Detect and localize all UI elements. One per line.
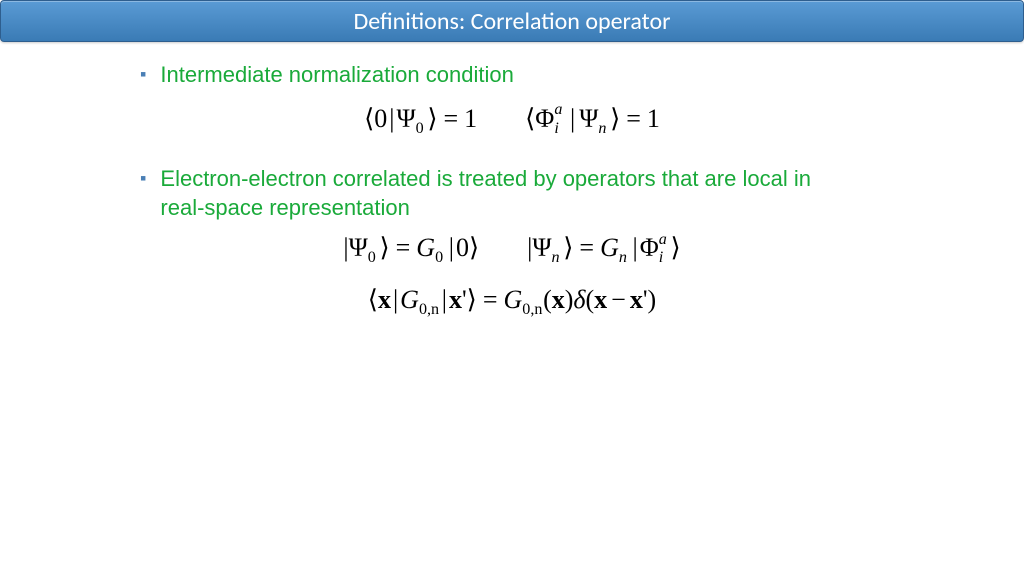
slide-content: ▪ Intermediate normalization condition ⟨… xyxy=(0,42,1024,315)
eq-locality: ⟨x | G0,n | x'⟩ = G0,n (x) δ (x − x') xyxy=(368,285,656,315)
bullet-marker-icon: ▪ xyxy=(140,64,146,90)
slide-title: Definitions: Correlation operator xyxy=(353,7,670,36)
equation-row-3: ⟨x | G0,n | x'⟩ = G0,n (x) δ (x − x') xyxy=(40,285,984,315)
bullet-1-text: Intermediate normalization condition xyxy=(160,60,513,90)
equation-row-2: | Ψ0 ⟩ = G0 |0⟩ | Ψn ⟩ = Gn | Φai ⟩ xyxy=(40,233,984,263)
equation-row-1: ⟨0 | Ψ0 ⟩ = 1 ⟨ Φai | Ψn ⟩ = 1 xyxy=(40,104,984,134)
bullet-marker-icon: ▪ xyxy=(140,168,146,223)
bullet-2: ▪ Electron-electron correlated is treate… xyxy=(140,164,984,223)
eq-psi0-def: | Ψ0 ⟩ = G0 |0⟩ xyxy=(343,233,479,263)
bullet-2-text: Electron-electron correlated is treated … xyxy=(160,164,860,223)
slide-title-bar: Definitions: Correlation operator xyxy=(0,0,1024,42)
eq-norm-ground: ⟨0 | Ψ0 ⟩ = 1 xyxy=(364,104,477,134)
eq-norm-excited: ⟨ Φai | Ψn ⟩ = 1 xyxy=(525,104,660,134)
bullet-1: ▪ Intermediate normalization condition xyxy=(140,60,984,90)
eq-psin-def: | Ψn ⟩ = Gn | Φai ⟩ xyxy=(527,233,680,263)
